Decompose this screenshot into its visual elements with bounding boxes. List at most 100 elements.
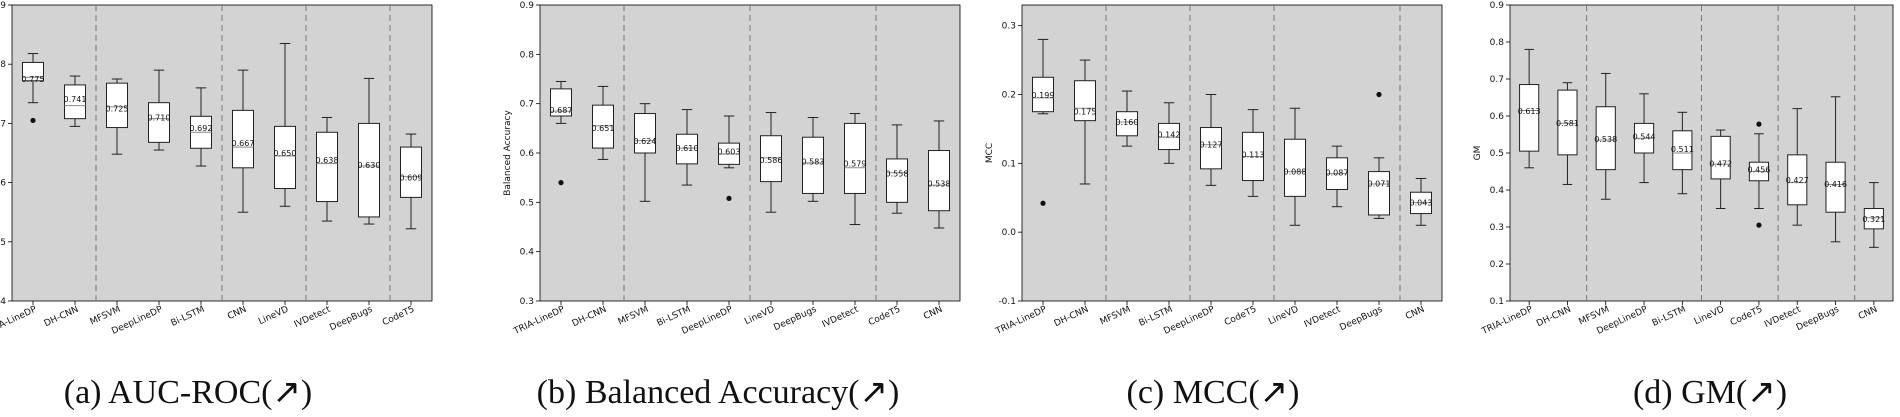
- mean-label: 0.624: [634, 137, 657, 146]
- x-tick-label: TRIA-LineDP: [1480, 304, 1535, 337]
- y-tick-label: 0.0: [1002, 228, 1017, 238]
- box-iqr: [64, 84, 86, 120]
- y-tick-label: 0.8: [520, 50, 535, 60]
- mean-label: 0.583: [802, 157, 825, 166]
- y-tick-label: 0.6: [520, 149, 535, 159]
- mean-label: 0.538: [1594, 135, 1617, 144]
- x-tick-label: TRIA-LineDP: [994, 304, 1049, 337]
- mean-label: 0.456: [1747, 165, 1770, 174]
- y-tick-label: 0.8: [1490, 38, 1505, 48]
- mean-label: 0.321: [1862, 215, 1885, 224]
- y-tick-label: -0.1: [998, 297, 1016, 307]
- x-tick-label: CodeT5: [867, 305, 902, 329]
- box-iqr: [1825, 161, 1846, 213]
- x-tick-label: LineVD: [257, 305, 290, 328]
- box-iqr: [1519, 84, 1540, 152]
- y-tick-label: 0.8: [0, 60, 6, 70]
- x-tick-label: DH-CNN: [43, 305, 80, 330]
- box-iqr: [802, 136, 824, 194]
- mean-label: 0.687: [550, 106, 573, 115]
- box-iqr: [1116, 111, 1138, 137]
- box-iqr: [592, 104, 614, 149]
- x-tick-label: MFSVM: [617, 305, 651, 328]
- box-iqr: [676, 133, 698, 165]
- panel-c: -0.1 0.0 0.1 0.2 0.3 MCC 0.199 TRIA-LineDP 0.175…: [985, 4, 1443, 337]
- y-tick-label: 0.1: [1490, 297, 1504, 307]
- y-tick-label: 0.4: [520, 248, 535, 258]
- x-tick-label: CNN: [1857, 305, 1879, 322]
- box-iqr: [1200, 127, 1222, 170]
- mean-label: 0.650: [274, 149, 297, 158]
- mean-label: 0.043: [1410, 199, 1433, 208]
- mean-label: 0.651: [592, 124, 615, 133]
- mean-label: 0.692: [190, 124, 213, 133]
- mean-label: 0.199: [1032, 91, 1055, 100]
- box-iqr: [1368, 171, 1390, 216]
- x-tick-label: LineVD: [1693, 305, 1726, 328]
- y-tick-label: 0.9: [1490, 1, 1505, 11]
- mean-label: 0.667: [232, 139, 255, 148]
- box-iqr: [634, 113, 656, 154]
- box-iqr: [1863, 208, 1884, 230]
- box-cnn: 0.538 CNN: [922, 120, 950, 322]
- x-tick-label: IVDetect: [821, 304, 861, 330]
- x-tick-label: DH-CNN: [571, 305, 608, 330]
- caption-mcc: (c) MCC(↗): [1126, 374, 1300, 411]
- box-iqr: [760, 135, 782, 183]
- x-tick-label: CNN: [226, 305, 248, 322]
- mean-label: 0.613: [1518, 107, 1541, 116]
- outlier-point: [558, 180, 564, 186]
- x-tick-label: DH-CNN: [1535, 305, 1572, 330]
- box-iqr: [358, 122, 380, 218]
- mean-label: 0.630: [358, 161, 381, 170]
- box-iqr: [1284, 138, 1306, 197]
- mean-label: 0.511: [1671, 145, 1694, 154]
- x-tick-label: DeepBugs: [328, 305, 374, 334]
- mean-label: 0.142: [1158, 130, 1181, 139]
- mean-label: 0.175: [1074, 108, 1097, 117]
- box-iqr: [844, 122, 866, 194]
- mean-label: 0.544: [1633, 133, 1656, 142]
- mean-label: 0.638: [316, 156, 339, 165]
- plot-area: [539, 4, 961, 302]
- box-iqr: [1787, 154, 1808, 206]
- mean-label: 0.586: [760, 156, 783, 165]
- y-tick-label: 0.9: [0, 1, 6, 11]
- mean-label: 0.071: [1368, 179, 1391, 188]
- x-tick-label: Bi-LSTM: [1651, 305, 1688, 329]
- mean-label: 0.741: [64, 95, 87, 104]
- box-iqr: [1032, 76, 1054, 113]
- outlier-point: [30, 117, 36, 124]
- outlier-point: [1756, 222, 1762, 228]
- box-iqr: [928, 150, 950, 212]
- mean-label: 0.610: [676, 144, 699, 153]
- box-iqr: [1557, 89, 1578, 156]
- plot-area: [1021, 4, 1443, 302]
- x-tick-label: IVDetect: [1303, 304, 1343, 330]
- caption-gm: (d) GM(↗): [1632, 374, 1788, 411]
- y-tick-label: 0.6: [0, 179, 6, 189]
- y-tick-label: 0.2: [1002, 90, 1016, 100]
- outlier-point: [1376, 91, 1382, 98]
- box-iqr: [22, 61, 44, 82]
- mean-label: 0.558: [886, 170, 909, 179]
- mean-label: 0.113: [1242, 150, 1265, 159]
- x-tick-label: DH-CNN: [1053, 305, 1090, 330]
- outlier-point: [726, 195, 732, 201]
- x-tick-label: TRIA-LineDP: [0, 304, 39, 337]
- x-tick-label: MFSVM: [1099, 305, 1133, 328]
- y-tick-label: 0.5: [1490, 149, 1504, 159]
- box-iqr: [1074, 80, 1096, 122]
- x-tick-label: DeepBugs: [1795, 305, 1841, 334]
- box-iqr: [886, 158, 908, 203]
- mean-label: 0.160: [1116, 118, 1139, 127]
- x-tick-label: Bi-LSTM: [169, 305, 206, 329]
- box-iqr: [148, 102, 170, 143]
- y-tick-label: 0.7: [0, 119, 6, 129]
- mean-label: 0.581: [1556, 119, 1579, 128]
- x-tick-label: CNN: [922, 305, 944, 322]
- outlier-point: [1756, 121, 1762, 127]
- y-tick-label: 0.3: [1002, 22, 1016, 32]
- box-iqr: [106, 82, 128, 129]
